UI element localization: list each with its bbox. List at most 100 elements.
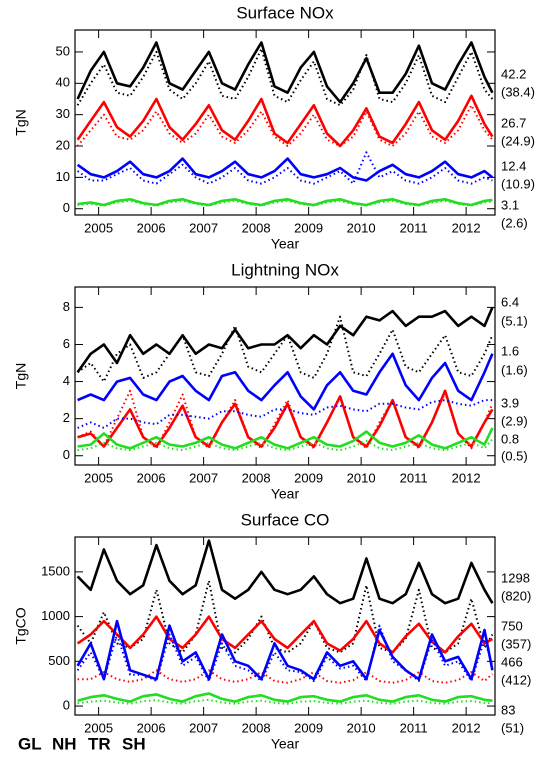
x-tick-label: 2009 — [294, 470, 323, 485]
solid-line — [77, 352, 494, 411]
y-axis-label: TgN — [13, 363, 29, 389]
x-tick-label: 2005 — [84, 220, 113, 235]
plot-area — [76, 539, 494, 705]
series-label: 466 — [501, 654, 523, 669]
x-axis-label: Year — [271, 736, 300, 752]
y-tick-label: 6 — [63, 336, 70, 351]
x-tick-label: 2005 — [84, 470, 113, 485]
series-label: 1298 — [501, 570, 530, 585]
dotted-line — [77, 669, 494, 684]
plot-area — [76, 41, 494, 207]
x-tick-label: 2012 — [452, 220, 481, 235]
series-label: 12.4 — [501, 158, 526, 173]
solid-line — [77, 427, 494, 450]
plot-frame — [74, 286, 496, 466]
y-axis-label: TgN — [13, 109, 29, 135]
solid-line — [76, 619, 494, 681]
x-tick-label: 2006 — [137, 470, 166, 485]
dotted-line — [76, 624, 494, 682]
series-label: 6.4 — [501, 294, 519, 309]
x-tick-label: 2006 — [137, 720, 166, 735]
dotted-line — [76, 579, 494, 654]
x-tick-label: 2008 — [242, 220, 271, 235]
series-label: 3.1 — [501, 197, 519, 212]
series-label: (0.5) — [501, 448, 528, 463]
x-tick-label: 2007 — [189, 720, 218, 735]
series-label: (1.6) — [501, 362, 528, 377]
plot-frame — [74, 536, 496, 716]
x-tick-label: 2011 — [400, 220, 428, 235]
y-tick-label: 4 — [63, 373, 70, 388]
series-label: 3.9 — [501, 395, 519, 410]
solid-line — [77, 198, 493, 207]
series-label: (820) — [501, 588, 531, 603]
solid-line — [77, 692, 493, 703]
x-tick-label: 2005 — [84, 720, 113, 735]
series-label: (5.1) — [501, 313, 528, 328]
series-label: (357) — [501, 636, 531, 651]
y-tick-label: 0 — [63, 200, 70, 215]
plot-frame — [74, 29, 496, 216]
series-label: 42.2 — [501, 66, 526, 81]
x-tick-label: 2007 — [189, 220, 218, 235]
dotted-line — [77, 698, 493, 705]
legend-entry: SH — [122, 734, 146, 753]
x-tick-label: 2009 — [294, 220, 323, 235]
y-tick-label: 1000 — [41, 608, 70, 623]
y-tick-label: 1500 — [41, 563, 70, 578]
y-tick-label: 2 — [63, 410, 70, 425]
series-label: 0.8 — [501, 431, 519, 446]
dotted-line — [77, 199, 493, 207]
chart-title: Surface CO — [241, 510, 330, 529]
chart-title: Surface NOx — [236, 3, 334, 22]
chart-title: Lightning NOx — [231, 260, 339, 279]
legend-entry: GL — [18, 734, 42, 753]
x-tick-label: 2008 — [242, 470, 271, 485]
y-tick-label: 500 — [48, 653, 70, 668]
solid-line — [76, 41, 494, 104]
legend-entry: TR — [88, 734, 111, 753]
series-label: (24.9) — [501, 133, 535, 148]
dotted-line — [77, 315, 494, 383]
series-label: 1.6 — [501, 343, 519, 358]
series-label: 83 — [501, 702, 515, 717]
solid-line — [76, 615, 494, 654]
series-label: 750 — [501, 618, 523, 633]
series-label: (2.9) — [501, 413, 528, 428]
series-label: (2.6) — [501, 215, 528, 230]
series-label: (412) — [501, 672, 531, 687]
y-tick-label: 20 — [56, 137, 70, 152]
y-tick-label: 10 — [56, 169, 70, 184]
y-tick-label: 40 — [56, 75, 70, 90]
solid-line — [76, 539, 494, 605]
plot-area — [76, 306, 494, 452]
y-axis-label: TgCO — [13, 607, 29, 644]
y-tick-label: 50 — [56, 43, 70, 58]
x-tick-label: 2011 — [400, 470, 428, 485]
series-label: (10.9) — [501, 176, 535, 191]
dotted-line — [77, 389, 494, 450]
series-label: (38.4) — [501, 84, 535, 99]
solid-line — [77, 389, 494, 448]
solid-line — [76, 94, 494, 148]
solid-line — [76, 306, 494, 374]
series-label: (51) — [501, 720, 524, 735]
x-axis-label: Year — [271, 486, 300, 502]
x-axis-label: Year — [271, 236, 300, 252]
x-tick-label: 2007 — [189, 470, 218, 485]
y-tick-label: 30 — [56, 106, 70, 121]
y-tick-label: 0 — [63, 447, 70, 462]
dotted-line — [77, 151, 493, 185]
x-tick-label: 2012 — [452, 720, 481, 735]
x-tick-label: 2010 — [347, 220, 376, 235]
x-tick-label: 2009 — [294, 720, 323, 735]
x-tick-label: 2010 — [347, 720, 376, 735]
x-tick-label: 2010 — [347, 470, 376, 485]
dotted-line — [76, 104, 494, 147]
y-tick-label: 8 — [63, 299, 70, 314]
x-tick-label: 2012 — [452, 470, 481, 485]
legend-entry: NH — [52, 734, 77, 753]
series-label: 26.7 — [501, 115, 526, 130]
x-tick-label: 2011 — [400, 720, 428, 735]
